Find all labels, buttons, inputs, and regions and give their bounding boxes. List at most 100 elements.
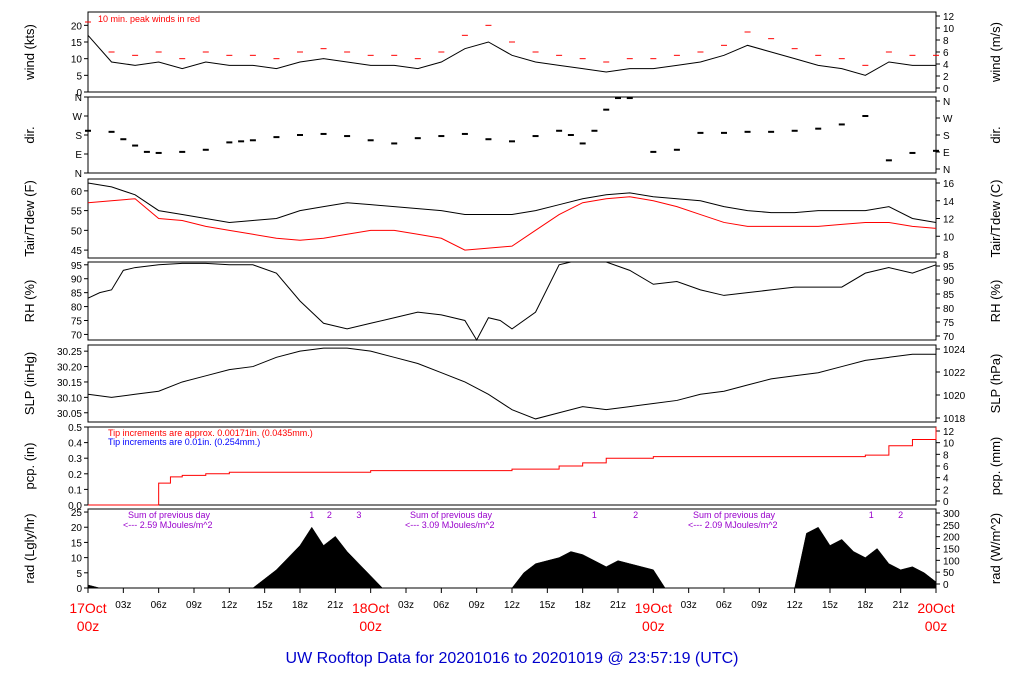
data-point [933,149,939,152]
data-point [391,142,398,145]
ytick-label-right: 10 [943,232,955,243]
ylabel-right: Tair/Tdew (C) [988,179,1003,257]
xtick-label: 09z [469,600,485,611]
ytick-label-left: 15 [71,538,83,549]
data-point [461,132,468,135]
ytick-label-right: 300 [943,509,960,520]
ytick-label-right: 85 [943,290,955,301]
ytick-label-left: 5 [76,71,82,82]
xtick-label: 09z [751,600,767,611]
ylabel-left: wind (kts) [22,24,37,81]
data-point [202,148,209,151]
xtick-label: 18z [292,600,308,611]
data-point [238,140,245,143]
ytick-label-left: 90 [71,275,83,286]
data-point [909,151,916,154]
ytick-label-right: S [943,131,950,142]
ytick-label-right: 80 [943,304,955,315]
tdew-line [87,196,937,251]
day-sum-label: Sum of previous day [410,510,493,520]
ytick-label-right: 0 [943,580,949,591]
data-point [249,139,256,142]
ytick-label-right: 1018 [943,414,966,425]
tip-note-blue: Tip increments are 0.01in. (0.254mm.) [108,437,260,447]
ytick-label-right: 12 [943,12,955,23]
page-title: UW Rooftop Data for 20201016 to 20201019… [285,650,739,667]
ytick-label-left: 75 [71,317,83,328]
xtick-label: 09z [186,600,202,611]
xtick-date-sub: 00z [359,618,382,634]
xtick-date-label: 17Oct [69,600,106,616]
temp-panel [84,178,940,259]
wind-panel [84,11,940,93]
ytick-label-left: 25 [71,508,83,519]
xtick-label: 21z [893,600,909,611]
xtick-label: 15z [257,600,273,611]
ytick-label-right: 8 [943,450,949,461]
data-point [615,97,621,100]
xtick-label: 15z [539,600,555,611]
ytick-label-left: 0.0 [68,501,82,512]
xtick-label: 12z [504,600,520,611]
xtick-label: 12z [221,600,237,611]
tair-line [87,182,937,223]
ylabel-left: SLP (inHg) [22,352,37,415]
data-point [179,150,186,153]
ylabel-left: RH (%) [22,280,37,323]
panel-annotation: 10 min. peak winds in red [98,14,200,24]
tip-note-red: Tip increments are approx. 0.00171in. (0… [108,428,313,438]
dir-frame [87,96,937,174]
data-point [120,138,127,141]
ytick-label-left: 10 [71,55,83,66]
ylabel-right: RH (%) [988,280,1003,323]
pcp-line [88,427,937,506]
ytick-label-right: 4 [943,60,949,71]
ytick-label-right: 2 [943,72,949,83]
data-point [344,135,351,138]
ytick-label-left: 0.5 [68,423,82,434]
dir-panel [84,96,940,174]
ytick-label-right: 100 [943,556,960,567]
ytick-label-right: E [943,148,950,159]
ytick-label-left: 15 [71,38,83,49]
ytick-label-left: 30.20 [57,363,82,374]
ytick-label-right: 1022 [943,368,966,379]
ytick-label-right: 8 [943,36,949,47]
xtick-date-sub: 00z [642,618,665,634]
ytick-label-right: 75 [943,318,955,329]
data-point [650,150,657,153]
xtick-label: 06z [151,600,167,611]
xtick-label: 18z [857,600,873,611]
ytick-label-left: 55 [71,207,83,218]
ytick-label-right: 4 [943,474,949,485]
xtick-label: 03z [681,600,697,611]
xtick-label: 06z [433,600,449,611]
ytick-label-left: 60 [71,187,83,198]
ytick-label-left: 45 [71,246,83,257]
data-point [721,131,727,134]
xtick-label: 03z [398,600,414,611]
ytick-label-left: 5 [76,569,82,580]
ytick-label-right: 10 [943,24,955,35]
ytick-label-right: 1020 [943,391,966,402]
data-point [509,140,515,143]
rad-marker: 1 [309,510,314,520]
ytick-label-left: 30.05 [57,409,82,420]
ylabel-left: Tair/Tdew (F) [22,180,37,257]
ytick-label-right: 12 [943,427,955,438]
ytick-label-left: 30.25 [57,347,82,358]
ylabel-left: dir. [22,126,37,143]
pcp-panel [84,426,940,506]
ytick-label-right: 200 [943,533,960,544]
wind-frame [87,11,937,93]
data-point [414,137,421,140]
ylabel-right: dir. [988,126,1003,143]
ytick-label-right: 0 [943,84,949,95]
data-point [862,115,869,117]
ylabel-right: pcp. (mm) [988,437,1003,496]
ylabel-right: rad (W/m^2) [988,513,1003,584]
ytick-label-right: W [943,114,953,125]
data-point [579,142,586,145]
ytick-label-left: 0 [76,584,82,595]
ytick-label-right: 10 [943,439,955,450]
